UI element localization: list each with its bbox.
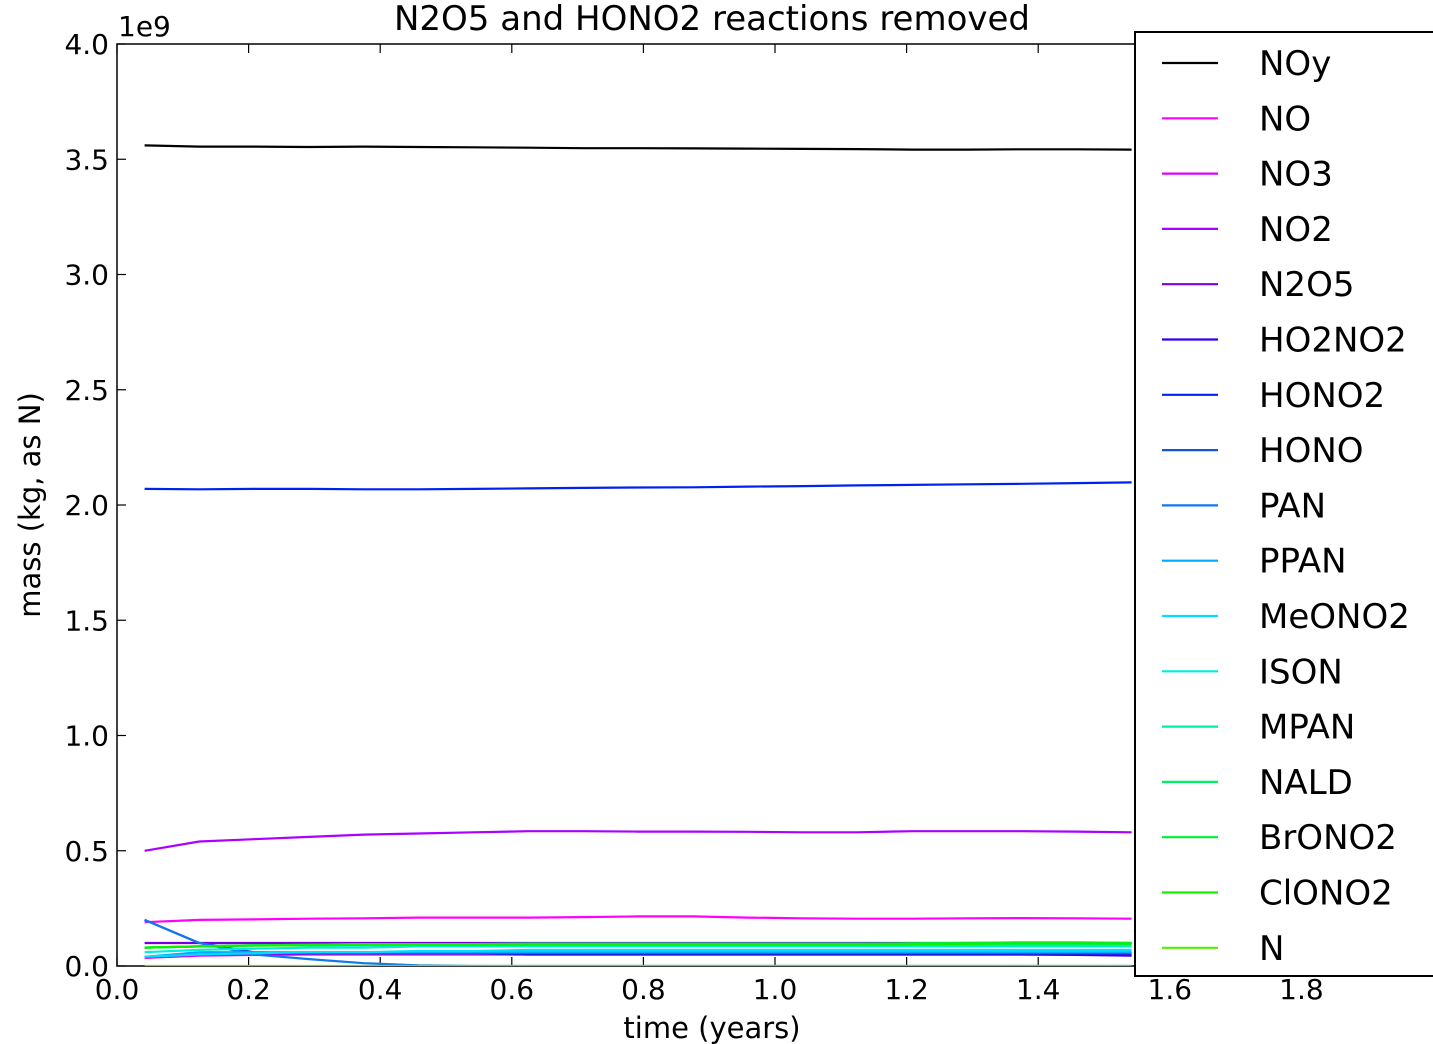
- x-axis-label: time (years): [623, 1011, 800, 1044]
- legend-label: N: [1259, 929, 1284, 969]
- legend-label: NO2: [1259, 210, 1333, 250]
- series-line-noy: [144, 144, 1132, 151]
- legend-label: ISON: [1259, 652, 1343, 692]
- x-tick-label: 1.0: [753, 973, 798, 1006]
- legend-label: BrONO2: [1259, 818, 1397, 858]
- x-tick-label: 1.4: [1016, 973, 1061, 1006]
- legend-label: NOy: [1259, 44, 1331, 84]
- legend-label: NO: [1259, 99, 1311, 139]
- legend-box: [1134, 31, 1433, 977]
- legend-label: HONO: [1259, 431, 1364, 471]
- x-tick-label: 1.8: [1279, 973, 1324, 1006]
- y-tick-label: 1.0: [64, 720, 109, 753]
- legend-label: NALD: [1259, 763, 1353, 803]
- series-line-no: [144, 915, 1132, 924]
- y-tick-label: 0.5: [64, 835, 109, 868]
- y-tick-label: 3.0: [64, 259, 109, 292]
- x-tick-label: 1.2: [884, 973, 929, 1006]
- legend-label: HONO2: [1259, 376, 1385, 416]
- series-lines: [144, 144, 1132, 966]
- series-line-clono2: [144, 942, 1132, 949]
- legend-label: NO3: [1259, 155, 1333, 195]
- legend-label: PPAN: [1259, 542, 1347, 582]
- x-tick-label: 0.0: [95, 973, 140, 1006]
- x-tick-label: 0.4: [358, 973, 403, 1006]
- y-axis-label: mass (kg, as N): [13, 392, 47, 618]
- x-tick-label: 0.8: [621, 973, 666, 1006]
- legend-label: PAN: [1259, 486, 1326, 526]
- y-tick-label: 2.0: [64, 489, 109, 522]
- y-tick-label: 2.5: [64, 374, 109, 407]
- legend: NOy NO NO3 NO2 N2O5 HO2NO2 HONO2 HONO PAN PPAN MeO…: [1134, 31, 1433, 977]
- legend-label: MeONO2: [1259, 597, 1410, 637]
- x-tick-label: 1.6: [1148, 973, 1193, 1006]
- series-line-hono2: [144, 481, 1132, 491]
- series-line-ison: [144, 945, 1132, 954]
- y-scale-label: 1e9: [118, 10, 171, 43]
- y-tick-label: 4.0: [64, 28, 109, 61]
- legend-label: ClONO2: [1259, 874, 1393, 914]
- legend-label: HO2NO2: [1259, 321, 1407, 361]
- y-tick-label: 0.0: [64, 950, 109, 983]
- x-tick-label: 0.6: [490, 973, 535, 1006]
- legend-label: MPAN: [1259, 708, 1355, 748]
- x-tick-label: 0.2: [226, 973, 271, 1006]
- y-tick-label: 1.5: [64, 604, 109, 637]
- y-tick-label: 3.5: [64, 143, 109, 176]
- chart-title: N2O5 and HONO2 reactions removed: [394, 0, 1030, 39]
- plot-area: 0.0 0.2 0.4 0.6 0.8 1.0 1.2 1.4 1.6 1.8 0.0 0.5 1.0 1…: [64, 28, 1433, 1006]
- series-line-pan: [144, 918, 1132, 966]
- series-line-meono2: [144, 948, 1132, 958]
- legend-label: N2O5: [1259, 265, 1354, 305]
- series-line-no2: [144, 830, 1132, 852]
